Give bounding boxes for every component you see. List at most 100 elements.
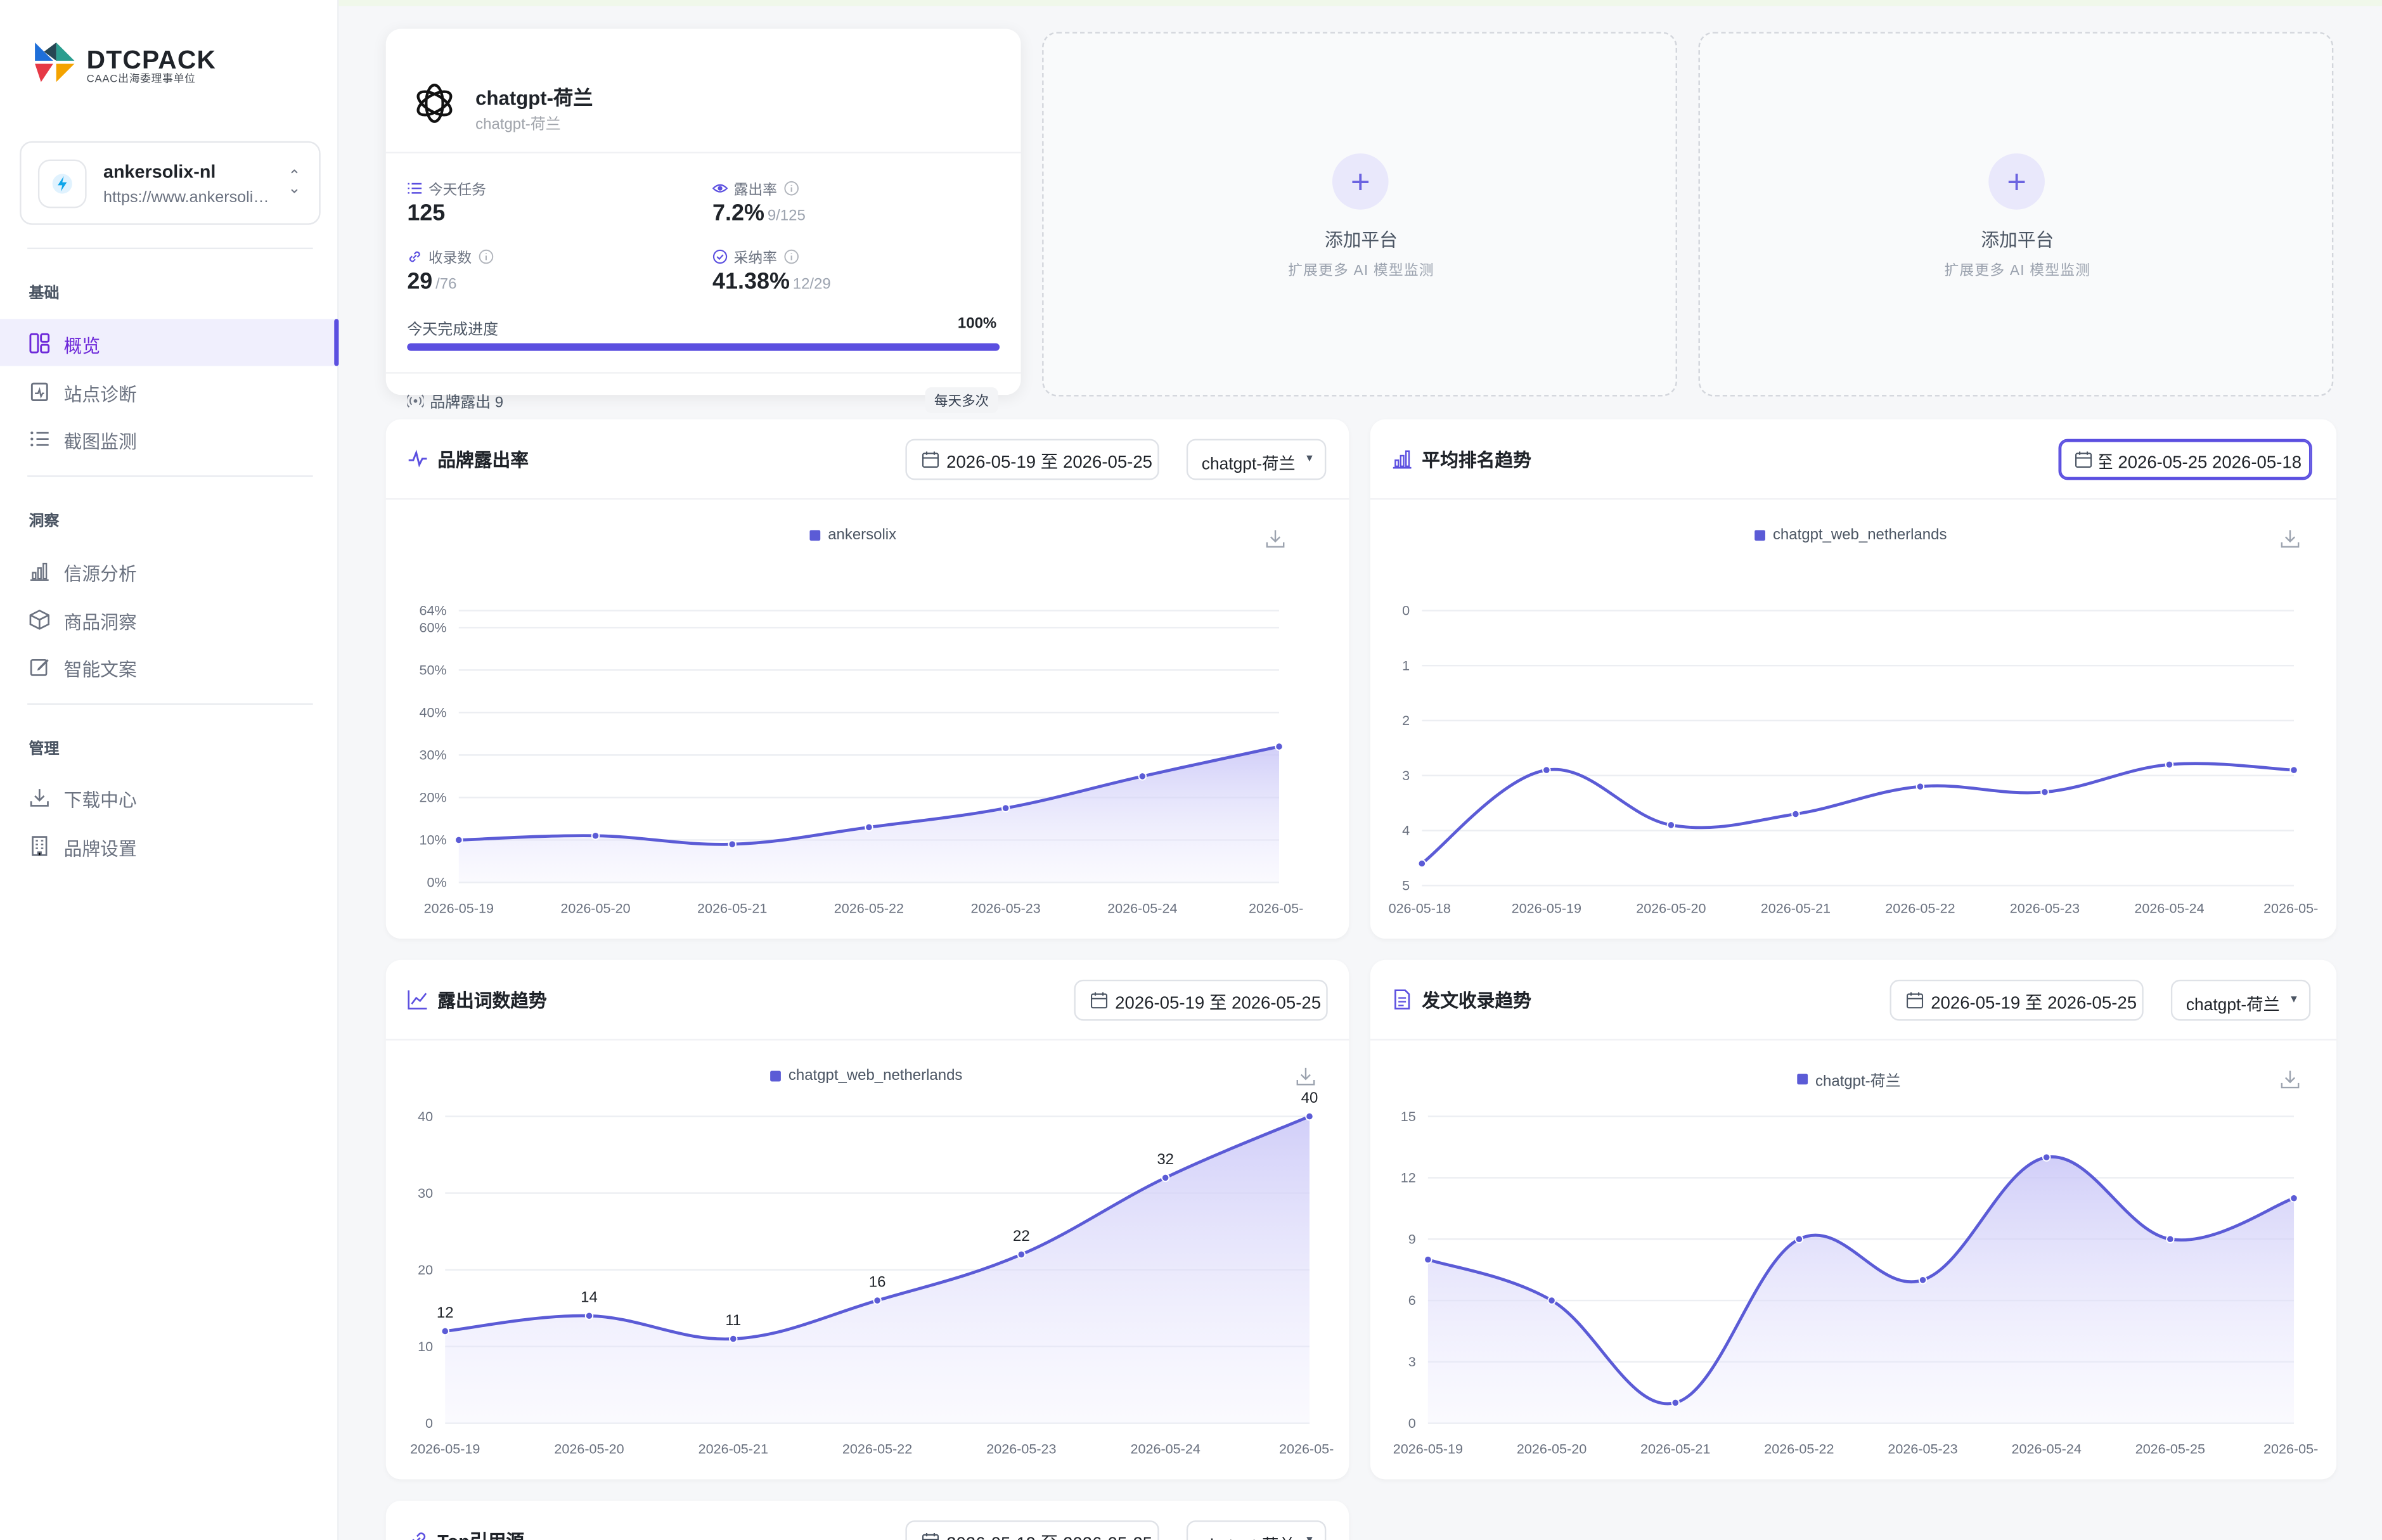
data-point[interactable]	[1017, 1250, 1026, 1259]
data-point[interactable]	[1305, 1112, 1314, 1121]
diagnosis-icon	[30, 382, 48, 401]
data-point[interactable]	[728, 840, 737, 849]
data-label: 40	[1301, 1089, 1318, 1107]
info-icon[interactable]	[478, 249, 493, 264]
data-point[interactable]	[1671, 1398, 1680, 1408]
data-point[interactable]	[1542, 766, 1551, 774]
sidebar-item-download-center[interactable]: 下载中心	[0, 773, 338, 820]
data-point[interactable]	[1424, 1255, 1432, 1264]
nav-section-manage: 管理	[29, 741, 60, 758]
metric-value-text: 7.2%	[712, 200, 765, 227]
info-icon[interactable]	[783, 249, 799, 264]
calendar-icon	[1090, 992, 1108, 1009]
data-point[interactable]	[441, 1326, 449, 1336]
y-tick-label: 9	[1408, 1231, 1416, 1247]
download-icon[interactable]	[1296, 1066, 1315, 1086]
date-range-text: 2026-05-19 至 2026-05-25	[946, 454, 1153, 473]
data-point[interactable]	[2289, 766, 2298, 774]
x-tick-label: 2026-05-22	[834, 900, 904, 916]
site-selector[interactable]: ankersolix-nl https://www.ankersolix.com…	[20, 141, 321, 225]
sidebar-item-screenshot[interactable]: 截图监测	[0, 414, 338, 461]
chart-legend[interactable]: chatgpt_web_netherlands	[1754, 527, 1947, 544]
sidebar-item-overview[interactable]: 概览	[0, 319, 339, 366]
x-tick-label: 2026-05-19	[410, 1441, 480, 1457]
data-point[interactable]	[1161, 1173, 1170, 1183]
download-icon[interactable]	[2280, 529, 2300, 548]
x-tick-label: 2026-05-24	[1131, 1441, 1201, 1457]
x-tick-label: 2026-05-20	[1636, 900, 1706, 916]
data-point[interactable]	[2040, 788, 2049, 797]
x-tick-label: 2026-05-21	[699, 1441, 768, 1457]
date-range-picker[interactable]: 2026-05-19 至 2026-05-25	[1890, 979, 2144, 1021]
data-point[interactable]	[2289, 1193, 2298, 1203]
date-range-picker[interactable]: 2026-05-19 至 2026-05-25	[905, 1520, 1159, 1540]
link-icon	[409, 251, 420, 262]
y-tick-label: 30%	[419, 747, 446, 763]
metric-adoption-label: 采纳率	[712, 246, 798, 267]
add-platform-card[interactable]: + 添加平台 扩展更多 AI 模型监测	[1042, 32, 1677, 397]
data-point[interactable]	[591, 831, 600, 840]
data-point[interactable]	[1794, 1235, 1804, 1243]
y-tick-label: 10%	[419, 832, 446, 848]
x-tick-label: 2026-05-22	[1885, 900, 1955, 916]
chart-legend[interactable]: chatgpt-荷兰	[1797, 1068, 1901, 1091]
data-point[interactable]	[1915, 782, 1925, 791]
download-icon[interactable]	[2280, 1069, 2300, 1089]
x-tick-label: 2026-05-20	[554, 1441, 624, 1457]
bar-chart-icon	[1393, 450, 1412, 469]
sidebar-item-source-analysis[interactable]: 信源分析	[0, 547, 338, 594]
platform-title: chatgpt-荷兰	[475, 86, 593, 110]
info-icon[interactable]	[783, 181, 799, 196]
edit-icon	[30, 659, 49, 676]
platform-select[interactable]: chatgpt-荷兰 ▾	[1186, 1520, 1327, 1540]
bar-chart-icon	[30, 562, 49, 581]
data-point[interactable]	[2042, 1153, 2051, 1162]
metric-detail-text: /76	[435, 276, 457, 293]
platform-select[interactable]: chatgpt-荷兰 ▾	[1186, 439, 1327, 480]
card-divider	[385, 498, 1349, 500]
sidebar-item-product-insight[interactable]: 商品洞察	[0, 596, 338, 643]
date-range-picker[interactable]: 2026-05-19 至 2026-05-25	[1074, 979, 1328, 1021]
date-range-text: 2026-05-19 至 2026-05-25	[1115, 994, 1322, 1013]
sidebar-item-diagnosis[interactable]: 站点诊断	[0, 368, 338, 414]
chart-legend[interactable]: ankersolix	[809, 527, 896, 544]
chevron-updown-icon[interactable]: ⌃ ⌄	[288, 169, 301, 198]
data-point[interactable]	[729, 1334, 738, 1344]
platform-card[interactable]: chatgpt-荷兰 chatgpt-荷兰 今天任务 125 露出率 7.2% 9…	[385, 29, 1021, 413]
x-tick-label: 2026-05-20	[560, 900, 630, 916]
data-point[interactable]	[865, 823, 873, 832]
sidebar-item-brand-settings[interactable]: 品牌设置	[0, 822, 338, 869]
activity-icon	[408, 449, 427, 468]
platform-select[interactable]: chatgpt-荷兰 ▾	[2170, 979, 2311, 1021]
data-point[interactable]	[873, 1296, 882, 1305]
data-point[interactable]	[1666, 821, 1676, 830]
data-point[interactable]	[2165, 760, 2174, 769]
data-point[interactable]	[1138, 772, 1147, 781]
date-range-text: 2026-05-19 至 2026-05-25	[946, 1531, 1152, 1540]
data-point[interactable]	[1275, 742, 1284, 751]
data-point[interactable]	[454, 835, 463, 845]
metric-detail-text: 9/125	[767, 208, 806, 225]
data-point[interactable]	[584, 1311, 594, 1320]
download-icon[interactable]	[1265, 529, 1285, 548]
data-point[interactable]	[1547, 1296, 1556, 1305]
data-point[interactable]	[2166, 1235, 2175, 1243]
data-point[interactable]	[1417, 859, 1427, 868]
add-platform-card[interactable]: + 添加平台 扩展更多 AI 模型监测	[1698, 32, 2334, 397]
data-point[interactable]	[1918, 1276, 1928, 1285]
trend-line-icon	[408, 990, 427, 1010]
data-point[interactable]	[1791, 809, 1800, 819]
sidebar-item-smart-copy[interactable]: 智能文案	[0, 643, 338, 690]
brand-exposure: 品牌露出 9	[407, 389, 503, 412]
x-tick-label: 2026-05-23	[2010, 900, 2080, 916]
platform-select-value: chatgpt-荷兰	[1202, 1532, 1296, 1540]
avg-rank-card: 平均排名趋势 2026-05-18 至 2026-05-25 chatgpt_w…	[1370, 419, 2337, 939]
progress-value: 100%	[957, 316, 997, 333]
metric-label-text: 露出率	[733, 182, 777, 199]
chart-legend[interactable]: chatgpt_web_netherlands	[770, 1068, 962, 1084]
date-range-picker[interactable]: 2026-05-19 至 2026-05-25	[905, 439, 1159, 480]
chart-title: Top引用源	[437, 1528, 524, 1540]
date-range-picker[interactable]: 2026-05-18 至 2026-05-25	[2058, 439, 2312, 480]
y-tick-label: 0	[425, 1415, 433, 1431]
data-point[interactable]	[1001, 804, 1010, 812]
